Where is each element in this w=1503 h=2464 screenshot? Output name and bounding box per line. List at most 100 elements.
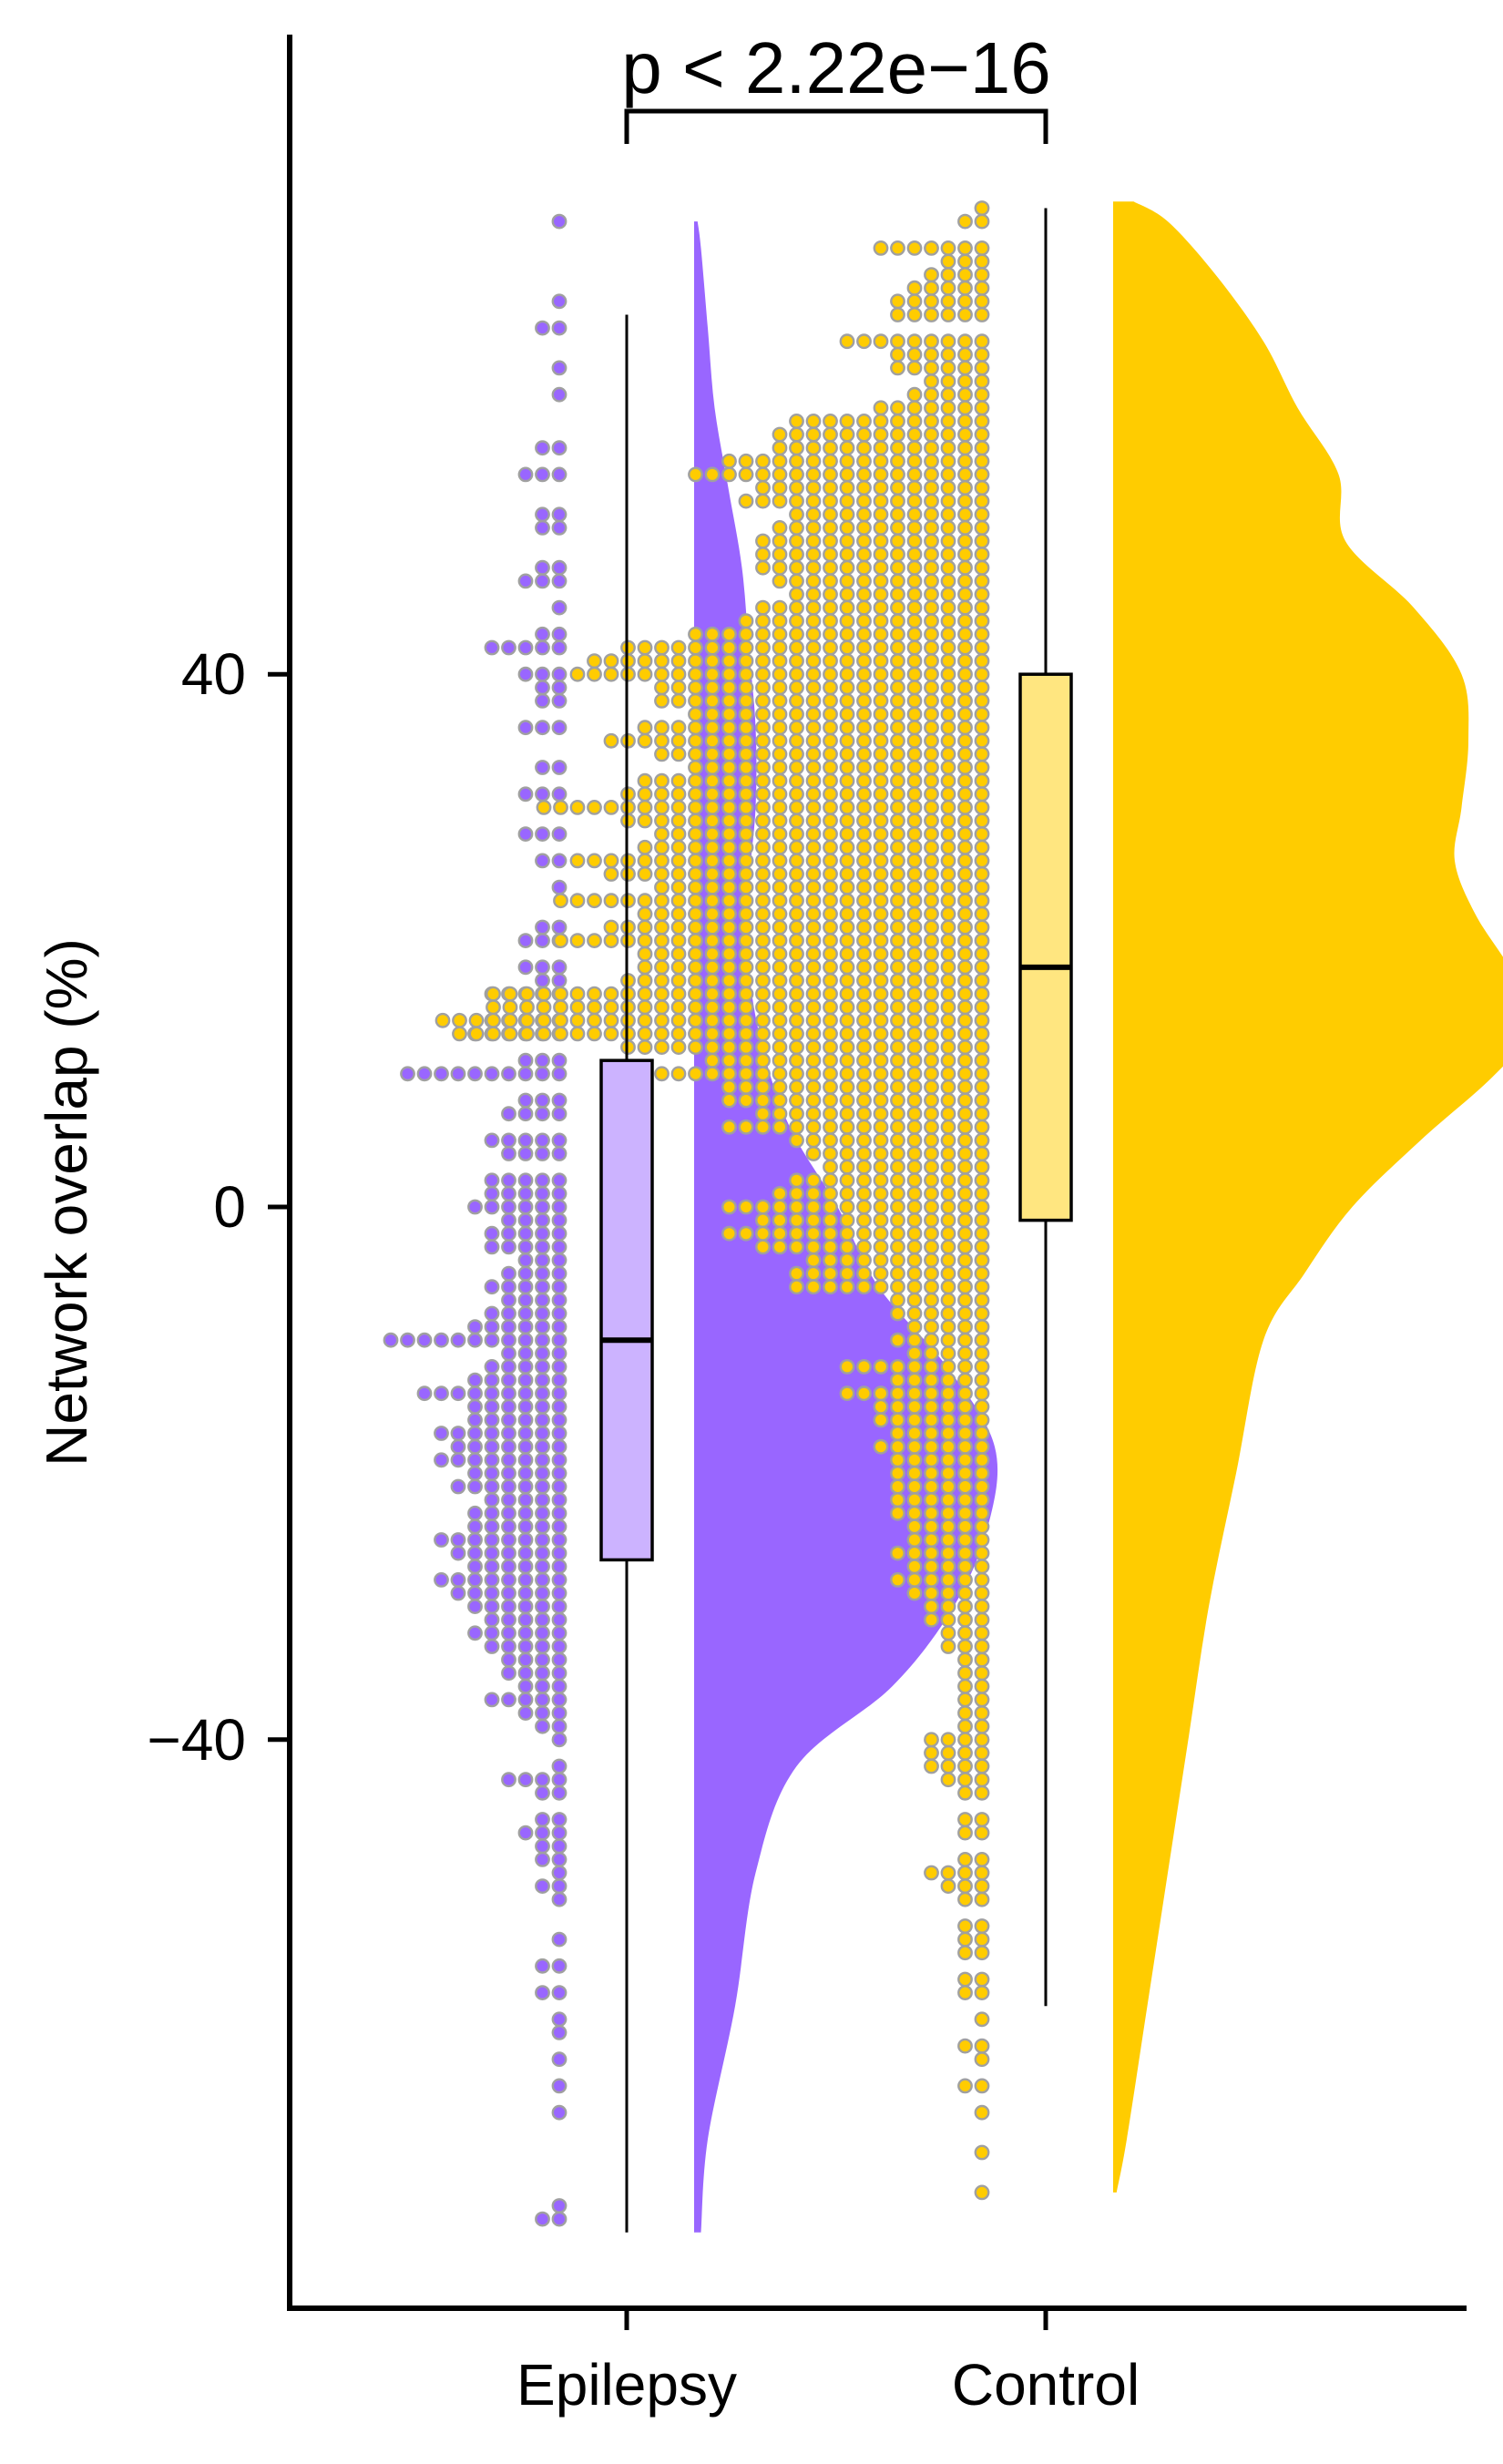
control-point [704,879,721,895]
epilepsy-point [535,626,550,642]
control-point [957,1492,973,1508]
epilepsy-point [551,1865,567,1881]
control-point [839,973,855,988]
epilepsy-point [535,440,550,456]
control-point [789,853,804,869]
control-point [873,760,889,775]
control-point [873,506,889,523]
control-point [873,1385,889,1402]
epilepsy-point [517,1532,534,1548]
control-point [940,307,956,322]
control-point [906,1026,923,1042]
control-point [873,1159,889,1175]
control-point [890,1438,905,1455]
control-point [873,240,889,256]
control-point [670,693,687,709]
control-point [940,999,956,1016]
control-point [805,520,822,536]
epilepsy-point [517,1651,534,1668]
control-point [873,426,889,443]
epilepsy-point [501,1466,516,1481]
control-point [924,1865,939,1881]
control-point [502,1026,518,1042]
control-point [755,666,771,682]
control-point [823,626,838,642]
control-point [772,559,788,576]
control-point [890,599,905,616]
epilepsy-point [551,1931,567,1948]
control-point [721,1066,737,1082]
control-point [957,1106,973,1122]
control-point [890,1119,905,1135]
epilepsy-point [501,1319,516,1335]
control-point [940,280,956,296]
epilepsy-point [517,1625,534,1641]
epilepsy-point [467,1505,483,1521]
control-point [924,1012,939,1028]
control-point [924,1466,939,1481]
control-point [721,746,737,762]
control-point [924,453,939,469]
control-point [772,1106,788,1122]
control-point [772,547,788,562]
control-point [940,693,956,709]
control-point [940,400,956,416]
control-point [957,1359,973,1375]
control-point [940,1172,956,1189]
control-point [974,547,990,562]
control-point [772,626,788,642]
epilepsy-point [484,1412,500,1428]
control-point [839,453,855,469]
control-point [755,1066,771,1082]
control-point [789,466,804,483]
control-point [940,772,956,789]
control-point [704,986,721,1002]
epilepsy-point [517,1825,534,1841]
epilepsy-point [467,1385,483,1402]
control-point [924,1052,939,1068]
control-point [873,1225,889,1242]
control-point [452,1026,467,1042]
control-point [957,253,973,270]
control-point [924,599,939,616]
control-point [805,720,822,736]
epilepsy-point [467,1572,483,1588]
control-point [873,1412,889,1428]
control-point [823,826,838,842]
control-point [957,1119,973,1135]
control-point [924,666,939,682]
control-point [823,1252,838,1268]
epilepsy-point [517,1252,534,1268]
control-point [974,386,990,403]
control-point [738,959,754,976]
control-point [957,1052,973,1068]
control-point [890,786,905,803]
control-point [957,333,973,350]
control-point [755,959,771,976]
epilepsy-point [535,639,550,656]
epilepsy-point [450,1385,466,1402]
control-point [654,1039,670,1056]
epilepsy-point [484,1385,500,1402]
y-tick-label: −40 [147,1707,246,1773]
control-point [957,720,973,736]
control-point [940,1865,956,1881]
epilepsy-point [501,1692,516,1708]
control-point [906,613,923,629]
control-point [755,599,771,616]
control-point [772,800,788,815]
epilepsy-point [450,1572,466,1588]
epilepsy-point [467,1319,483,1335]
control-point [755,680,771,696]
control-point [688,1039,703,1056]
control-point [974,1199,990,1215]
control-point [924,1265,939,1282]
control-point [789,973,804,988]
control-point [502,999,518,1016]
epilepsy-point [551,1398,567,1415]
significance-annotation: p < 2.22e−16 [621,27,1051,144]
control-point [637,732,653,749]
control-point [906,1159,923,1175]
control-point [873,613,889,629]
control-point [772,706,788,722]
